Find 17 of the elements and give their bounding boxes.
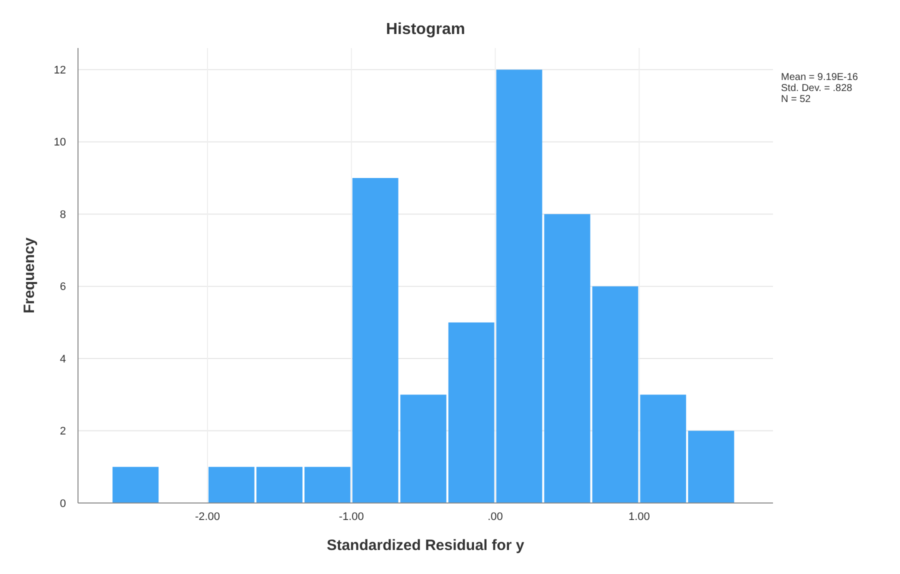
y-tick-label: 8 [60,208,66,221]
x-tick-label: .00 [488,511,503,523]
x-tick-label: -1.00 [338,511,364,523]
y-tick-label: 12 [54,64,66,77]
text: N = 52 [781,94,812,105]
y-tick-label: 6 [60,281,66,294]
text: Mean = 9.19E-16 [781,72,858,83]
y-tick-label: 2 [60,426,66,438]
y-tick-label: 10 [54,136,66,149]
x-tick-label: -2.00 [194,511,220,523]
y-tick-label: 0 [60,498,66,510]
x-axis-title: Standardized Residual for y [326,537,525,554]
text: Std. Dev. = .828 [781,83,853,94]
chart-title: Histogram [386,21,466,38]
y-tick-label: 4 [60,353,66,366]
y-axis-title: Frequency [21,236,38,314]
x-tick-label: 1.00 [628,511,650,523]
